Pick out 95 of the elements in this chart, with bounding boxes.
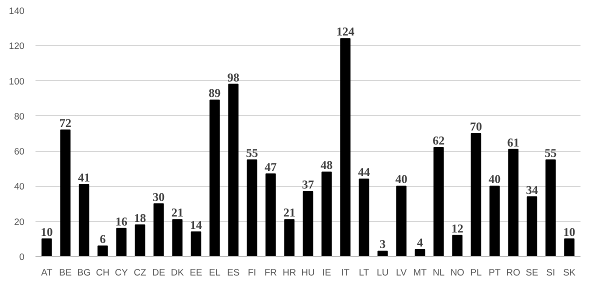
- x-tick-label: HU: [301, 268, 315, 278]
- x-tick-label: NO: [450, 268, 464, 278]
- data-label: 30: [152, 190, 165, 204]
- y-tick-label: 140: [8, 6, 25, 16]
- data-label: 18: [134, 210, 146, 225]
- data-label: 48: [320, 158, 333, 172]
- data-label: 6: [100, 232, 106, 246]
- x-tick-label: LV: [396, 268, 408, 278]
- bar: [246, 159, 258, 256]
- data-label: 4: [416, 235, 423, 250]
- x-tick-label: IE: [322, 268, 332, 278]
- bar: [377, 250, 388, 256]
- x-tick-label: SK: [563, 268, 576, 278]
- y-tick-label: 100: [8, 76, 25, 86]
- x-tick-label: CY: [114, 268, 129, 278]
- bar: [526, 196, 538, 256]
- data-label: 62: [432, 134, 445, 148]
- bar: [358, 178, 370, 256]
- bar: [302, 190, 314, 256]
- bar: [489, 186, 500, 256]
- bar: [545, 159, 556, 256]
- x-tick-label: PT: [488, 268, 501, 278]
- data-label: 21: [171, 206, 184, 220]
- bar: [60, 129, 71, 256]
- x-tick-label: DK: [170, 268, 185, 278]
- x-tick-label: EE: [190, 268, 202, 278]
- data-label: 47: [264, 160, 277, 174]
- data-label: 61: [507, 135, 520, 150]
- bar: [116, 228, 127, 256]
- y-tick-label: 60: [14, 146, 25, 157]
- x-tick-label: LU: [376, 268, 389, 278]
- y-tick-label: 40: [14, 182, 25, 192]
- data-label: 72: [59, 116, 72, 130]
- x-tick-label: EL: [208, 268, 220, 278]
- x-tick-label: CZ: [134, 268, 147, 278]
- data-label: 21: [283, 206, 296, 220]
- x-tick-label: IT: [341, 268, 350, 278]
- x-tick-label: MT: [413, 268, 428, 278]
- data-label: 14: [190, 218, 202, 232]
- x-tick-label: HR: [282, 268, 296, 278]
- data-label: 16: [115, 214, 128, 228]
- x-tick-label: CH: [96, 268, 110, 278]
- x-tick-label: RO: [506, 268, 520, 278]
- data-label: 55: [246, 146, 258, 160]
- data-label: 12: [451, 221, 464, 236]
- x-tick-label: SI: [546, 268, 556, 278]
- bar: [414, 248, 426, 256]
- bar: [266, 173, 276, 256]
- data-label: 3: [380, 237, 386, 252]
- data-label: 98: [227, 70, 240, 84]
- x-tick-label: BE: [59, 268, 72, 278]
- bar: [564, 238, 574, 256]
- data-label: 34: [526, 182, 538, 197]
- bar: [322, 172, 332, 256]
- bar: [396, 186, 406, 256]
- y-tick-label: 80: [14, 111, 25, 122]
- data-label: 124: [336, 24, 354, 39]
- y-tick-label: 0: [19, 252, 25, 262]
- bar: [98, 245, 108, 256]
- bar: [154, 203, 164, 256]
- data-label: 89: [208, 86, 221, 100]
- data-label: 40: [395, 172, 408, 186]
- y-tick-label: 120: [8, 41, 25, 52]
- bar: [172, 219, 183, 256]
- y-tick-label: 20: [14, 216, 25, 227]
- x-tick-label: LT: [358, 268, 370, 278]
- x-tick-label: PL: [470, 268, 482, 278]
- bar: [470, 133, 482, 256]
- x-tick-label: BG: [77, 268, 91, 278]
- data-label: 10: [40, 224, 53, 239]
- x-tick-label: FR: [264, 268, 278, 278]
- x-tick-label: FI: [248, 268, 256, 278]
- data-label: 41: [78, 170, 90, 184]
- bar: [210, 100, 220, 256]
- bar: [42, 238, 52, 256]
- x-tick-label: DE: [152, 268, 166, 278]
- bar: [134, 224, 146, 256]
- bar: [340, 38, 350, 256]
- data-label: 44: [358, 165, 370, 180]
- data-label: 55: [544, 146, 557, 160]
- bar: [190, 231, 202, 256]
- x-tick-label: NL: [432, 268, 445, 278]
- bar: [284, 219, 294, 256]
- bar: [508, 148, 518, 256]
- x-tick-label: ES: [227, 268, 240, 278]
- data-label: 40: [488, 172, 501, 186]
- bar: [452, 234, 462, 256]
- x-tick-label: SE: [526, 268, 538, 278]
- data-label: 70: [470, 120, 482, 134]
- data-label: 10: [563, 224, 576, 239]
- bar: [228, 84, 239, 256]
- data-label: 37: [302, 177, 314, 192]
- bar: [433, 147, 444, 256]
- bar: [78, 184, 90, 256]
- x-tick-label: AT: [41, 268, 53, 278]
